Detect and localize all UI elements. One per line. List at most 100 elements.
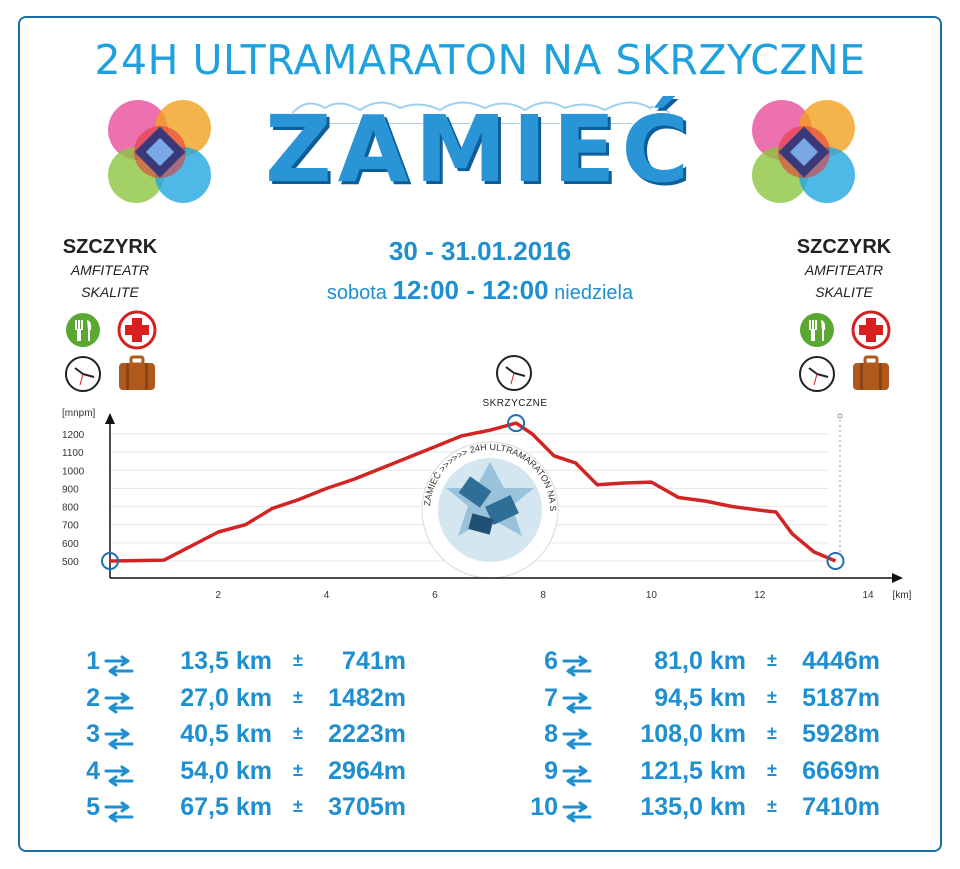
start-venue-line2: SKALITE: [81, 284, 139, 300]
x-tick-label: 12: [754, 590, 766, 601]
y-axis-label: [mnpm]: [62, 408, 96, 419]
x-tick-label: 14: [862, 590, 874, 601]
chart-markers: [101, 414, 845, 570]
lap-row: 10 135,0 km ±7410m: [0, 793, 960, 829]
clock-icon-peak: [496, 355, 532, 391]
lap-distance: 40,5 km: [180, 720, 272, 748]
color-splash-logo-left: [108, 100, 211, 203]
lap-elevation: 2223m: [328, 720, 406, 748]
lap-elevation: 4446m: [802, 647, 880, 675]
y-tick-label: 600: [62, 539, 79, 550]
x-tick-label: 4: [324, 590, 330, 601]
loop-arrow-icon: [102, 688, 136, 717]
finish-guide-dot: [837, 413, 843, 419]
lap-elevation: 5187m: [802, 683, 880, 712]
food-icon-finish: [800, 313, 834, 347]
lap-number: 2: [86, 683, 100, 712]
finish-city: SZCZYRK: [796, 236, 892, 258]
loop-arrow-icon: [560, 688, 594, 717]
food-icon: [66, 313, 100, 347]
lap-row: 4 54,0 km ±2964m: [0, 757, 960, 793]
checkpoint-marker: [826, 552, 845, 570]
loop-arrow-icon: [560, 797, 594, 826]
color-splash-logo-right: [752, 100, 855, 203]
plus-minus: ±: [293, 759, 303, 780]
lap-distance: 121,5 km: [640, 756, 746, 785]
lap-row: 3 40,5 km ±2223m: [0, 720, 960, 756]
plus-minus: ±: [767, 759, 777, 780]
loop-arrow-icon: [560, 651, 594, 680]
event-logo-wordmark: ZAMIEĆ: [264, 96, 696, 203]
lap-number: 6: [544, 647, 558, 675]
lap-row: 7 94,5 km ±5187m: [0, 684, 960, 720]
plus-minus: ±: [293, 723, 303, 743]
event-time: sobota 12:00 - 12:00 niedziela: [0, 275, 960, 306]
plus-minus: ±: [767, 686, 777, 707]
lap-row: 6 81,0 km ±4446m: [0, 647, 960, 683]
snow-cap-decoration: [290, 101, 670, 124]
lap-number: 7: [544, 683, 558, 712]
lap-number: 9: [544, 756, 558, 785]
lap-distance: 67,5 km: [180, 793, 272, 821]
lap-elevation: 5928m: [802, 720, 880, 748]
checkpoint-marker: [101, 552, 119, 570]
time-day-start: sobota: [326, 282, 387, 304]
x-tick-label: 6: [432, 590, 438, 601]
page-title: 24H ULTRAMARATON NA SKRZYCZNE: [94, 36, 866, 84]
time-range: 12:00 - 12:00: [392, 275, 549, 305]
lap-number: 10: [530, 793, 558, 821]
elevation-line: [109, 421, 837, 563]
x-tick-label: 10: [646, 590, 658, 601]
x-axis-arrow: [892, 573, 903, 583]
lap-elevation: 7410m: [802, 793, 880, 821]
lap-elevation: 3705m: [328, 793, 406, 821]
clock-icon-finish: [799, 356, 835, 392]
x-axis-label: [km]: [893, 590, 912, 601]
loop-arrow-icon: [560, 724, 594, 753]
peak-label: SKRZYCZNE: [482, 398, 548, 409]
y-tick-label: 1000: [62, 466, 85, 477]
finish-venue-line1: AMFITEATR: [804, 262, 884, 278]
lap-row: 2 27,0 km ±1482m: [0, 684, 960, 720]
lap-row: 9 121,5 km ±6669m: [0, 757, 960, 793]
plus-minus: ±: [293, 686, 303, 707]
lap-elevation: 2964m: [328, 756, 406, 785]
poster-frame: [18, 16, 942, 852]
y-axis-arrow: [105, 413, 115, 424]
lap-number: 4: [86, 756, 100, 785]
lap-row: 8 108,0 km ±5928m: [0, 720, 960, 756]
race-badge-logo: ZAMIEĆ >>>>>> 24H ULTRAMARATON NA SKRZYC…: [0, 0, 559, 579]
y-tick-label: 1200: [62, 430, 85, 441]
loop-arrow-icon: [102, 724, 136, 753]
plus-minus: ±: [767, 650, 777, 670]
y-tick-label: 800: [62, 503, 79, 514]
finish-location: SZCZYRK AMFITEATR SKALITE: [774, 236, 914, 303]
lap-distance: 27,0 km: [180, 683, 272, 712]
lap-distance: 135,0 km: [640, 793, 746, 821]
lap-row: 5 67,5 km ±3705m: [0, 793, 960, 829]
lap-distance: 108,0 km: [640, 720, 746, 748]
x-tick-label: 8: [540, 590, 546, 601]
lap-number: 8: [544, 720, 558, 748]
lap-elevation: 6669m: [802, 756, 880, 785]
loop-arrow-icon: [560, 761, 594, 790]
lap-number: 3: [86, 720, 100, 748]
luggage-icon-finish: [853, 355, 889, 390]
lap-elevation: 1482m: [328, 683, 406, 712]
lap-distance: 94,5 km: [654, 683, 746, 712]
lap-row: 1 13,5 km ±741m: [0, 647, 960, 683]
plus-minus: ±: [767, 723, 777, 743]
y-tick-label: 700: [62, 521, 79, 532]
x-tick-label: 2: [216, 590, 222, 601]
finish-venue-line2: SKALITE: [815, 284, 873, 300]
plus-minus: ±: [293, 650, 303, 670]
first-aid-icon-finish: [851, 310, 891, 350]
lap-distance: 13,5 km: [180, 647, 272, 675]
lap-number: 1: [86, 647, 100, 675]
chart-axes: 500 600 700 800 900 1000 1100 1200 [mnpm] 2 4 6 8 10 1…: [62, 408, 912, 601]
checkpoint-marker: [507, 414, 526, 433]
plus-minus: ±: [767, 796, 777, 816]
start-location: SZCZYRK AMFITEATR SKALITE: [40, 236, 180, 303]
loop-arrow-icon: [102, 651, 136, 680]
loop-arrow-icon: [102, 761, 136, 790]
